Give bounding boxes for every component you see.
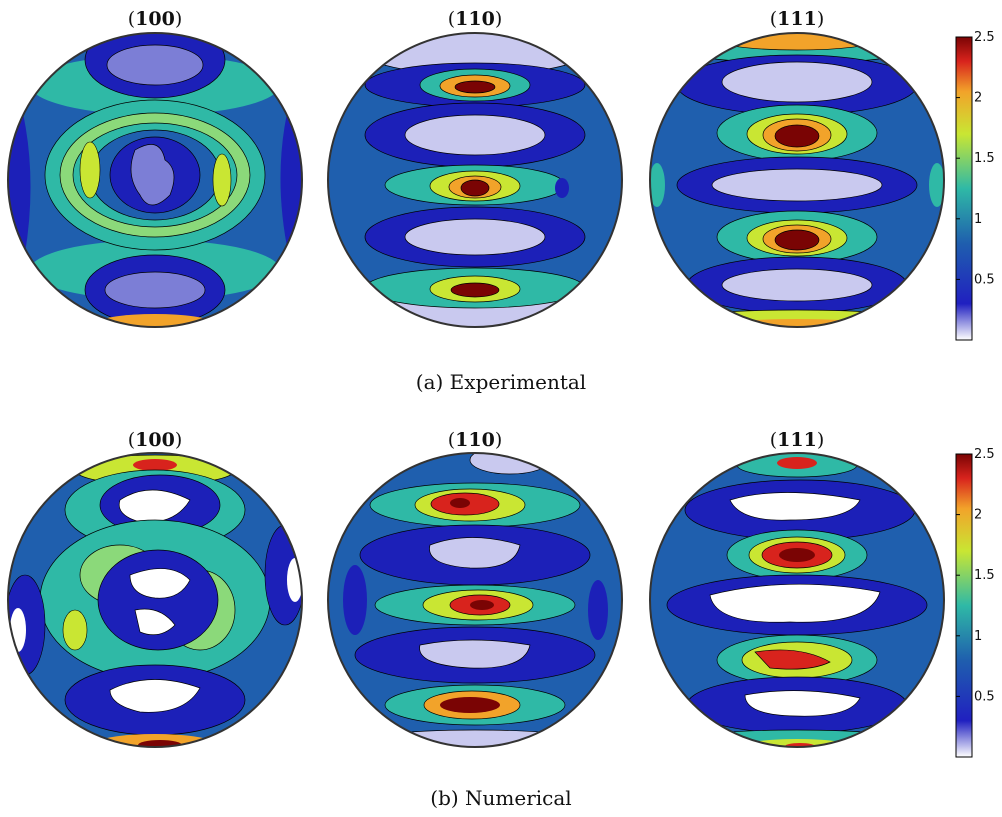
- colorbar-tick-label: 2: [974, 508, 982, 523]
- colorbar-b: 2.5 2 1.5 1 0.5: [955, 447, 995, 758]
- panel-title-b-110: (110): [448, 429, 503, 451]
- panel-title-b-111: (111): [770, 429, 825, 451]
- pole-figure-a-110-outline: [327, 32, 623, 328]
- colorbar-tick-label: 1.5: [974, 151, 995, 166]
- pole-figure-b-111-outline: [649, 452, 945, 748]
- pole-figure-a-100-outline: [7, 32, 303, 328]
- colorbar-tick-label: 2.5: [974, 30, 995, 45]
- pole-figure-a-111: [650, 33, 944, 327]
- colorbar-tick-label: 0.5: [974, 272, 995, 287]
- pole-figure-b-111: [650, 453, 944, 747]
- caption-a: (a) Experimental: [416, 370, 586, 394]
- panel-title-a-110: (110): [448, 8, 503, 30]
- colorbar-tick-label: 2: [974, 91, 982, 106]
- colorbar-tick-label: 1: [974, 629, 982, 644]
- panel-title-a-100: (100): [128, 8, 183, 30]
- pole-figure-a-111-outline: [649, 32, 945, 328]
- pole-figure-b-110: [328, 453, 622, 747]
- pole-figure-b-110-outline: [327, 452, 623, 748]
- pole-figure-b-100-outline: [7, 452, 303, 748]
- panel-title-a-111: (111): [770, 8, 825, 30]
- pole-figure-a-100: [8, 33, 302, 327]
- colorbar-tick-label: 2.5: [974, 447, 995, 462]
- colorbar-tick-label: 1: [974, 212, 982, 227]
- caption-b: (b) Numerical: [430, 786, 571, 810]
- colorbar-tick-label: 1.5: [974, 568, 995, 583]
- colorbar-tick-label: 0.5: [974, 689, 995, 704]
- panel-title-b-100: (100): [128, 429, 183, 451]
- colorbar-a: 2.5 2 1.5 1 0.5: [955, 30, 995, 341]
- pole-figure-b-100: [8, 453, 302, 747]
- pole-figure-a-110: [328, 33, 622, 327]
